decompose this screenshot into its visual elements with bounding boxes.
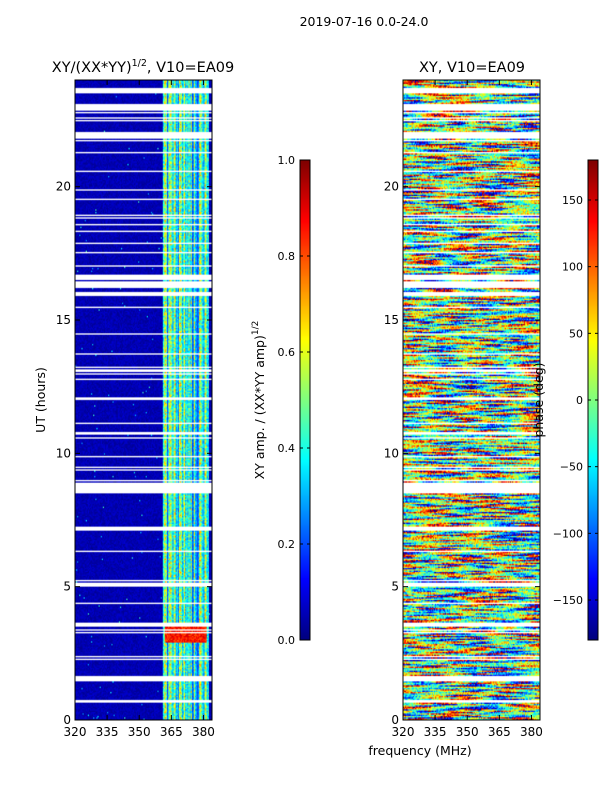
x-tick-label: 320 xyxy=(64,725,87,739)
x-tick-label: 365 xyxy=(160,725,183,739)
x-tick-label: 380 xyxy=(520,725,543,739)
x-tick-label: 365 xyxy=(488,725,511,739)
amp-x-axis: 320 335 350 365 380 xyxy=(64,80,215,739)
colorbar-tick-label: −100 xyxy=(553,527,583,540)
colorbar-tick-label: −50 xyxy=(560,461,583,474)
amp-colorbar-ticks: 0.0 0.2 0.4 0.6 0.8 1.0 xyxy=(278,154,310,647)
amp-plot-frame xyxy=(74,79,213,721)
y-tick-label: 10 xyxy=(384,446,399,460)
y-tick-label: 5 xyxy=(391,580,399,594)
colorbar-tick-label: 0.2 xyxy=(278,538,296,551)
y-tick-label: 15 xyxy=(384,313,399,327)
phase-colorbar-ticks: −150 −100 −50 0 50 100 150 xyxy=(553,194,598,607)
colorbar-tick-label: 150 xyxy=(562,194,583,207)
x-tick-label: 380 xyxy=(192,725,215,739)
x-tick-label: 350 xyxy=(128,725,151,739)
colorbar-tick-label: 0.8 xyxy=(278,250,296,263)
phase-panel-title: XY, V10=EA09 xyxy=(419,60,525,76)
phase-y-axis: 0 5 10 15 20 xyxy=(384,180,540,727)
y-tick-label: 20 xyxy=(384,180,399,194)
x-tick-label: 335 xyxy=(424,725,447,739)
colorbar-tick-label: −150 xyxy=(553,594,583,607)
amp-colorbar-gradient xyxy=(300,160,310,640)
colorbar-tick-label: 1.0 xyxy=(278,154,296,167)
colorbar-tick-label: 0.6 xyxy=(278,346,296,359)
amp-colorbar: 0.0 0.2 0.4 0.6 0.8 1.0 XY amp. / (XX*YY amp)… xyxy=(251,154,311,647)
y-tick-label: 10 xyxy=(56,446,71,460)
x-tick-label: 350 xyxy=(456,725,479,739)
colorbar-tick-label: 100 xyxy=(562,261,583,274)
amp-panel: XY/(XX*YY)1/2, V10=EA09 320 335 350 365 380 … xyxy=(33,58,234,739)
phase-heatmap xyxy=(403,80,540,720)
y-tick-label: 5 xyxy=(63,580,71,594)
phase-colorbar-label: phase (deg) xyxy=(531,362,546,437)
x-tick-label: 335 xyxy=(96,725,119,739)
y-tick-label: 0 xyxy=(63,713,71,727)
phase-colorbar: −150 −100 −50 0 50 100 150 phase (deg) xyxy=(531,159,599,641)
phase-plot-frame xyxy=(402,79,541,721)
y-tick-label: 15 xyxy=(56,313,71,327)
amp-heatmap xyxy=(75,80,212,720)
amp-y-axis: 0 5 10 15 20 xyxy=(56,180,212,727)
x-tick-label: 320 xyxy=(392,725,415,739)
y-tick-label: 0 xyxy=(391,713,399,727)
colorbar-tick-label: 0.0 xyxy=(278,634,296,647)
amp-colorbar-frame xyxy=(299,159,311,641)
phase-x-axis: 320 335 350 365 380 xyxy=(392,80,543,739)
y-tick-label: 20 xyxy=(56,180,71,194)
amp-colorbar-label: XY amp. / (XX*YY amp)1/2 xyxy=(251,321,267,480)
colorbar-tick-label: 0 xyxy=(576,394,583,407)
phase-panel: XY, V10=EA09 320 335 350 365 380 0 5 10 15 20 xyxy=(384,60,543,739)
colorbar-tick-label: 0.4 xyxy=(278,442,296,455)
figure-suptitle: 2019-07-16 0.0-24.0 xyxy=(300,14,429,29)
colorbar-tick-label: 50 xyxy=(569,327,583,340)
phase-colorbar-gradient xyxy=(588,160,598,640)
amp-y-axis-label: UT (hours) xyxy=(33,367,48,433)
shared-x-axis-label: frequency (MHz) xyxy=(368,743,471,758)
amp-panel-title: XY/(XX*YY)1/2, V10=EA09 xyxy=(52,58,234,76)
